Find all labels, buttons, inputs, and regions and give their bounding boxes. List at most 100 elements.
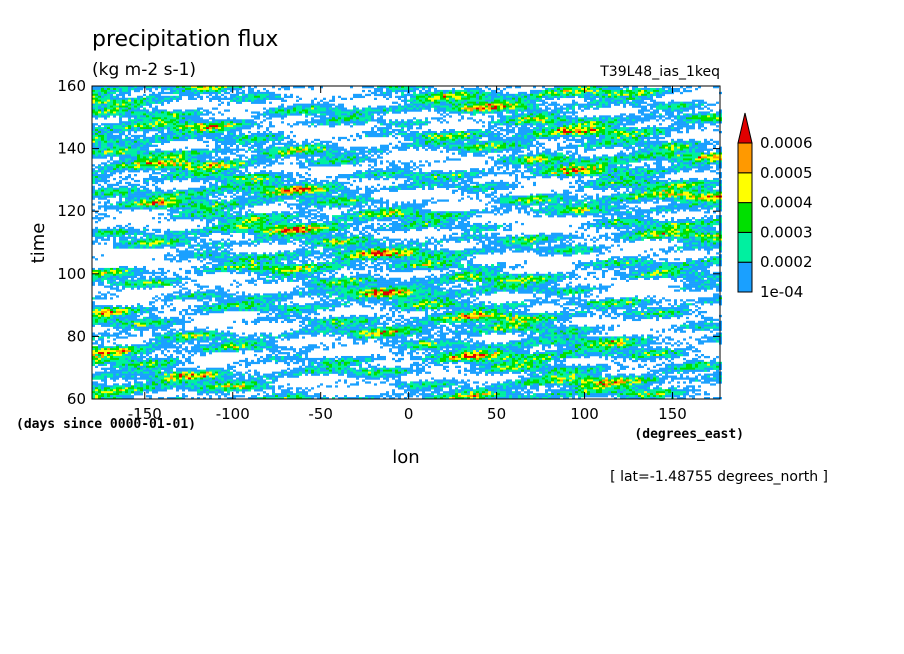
field-cell bbox=[251, 189, 263, 192]
field-cell bbox=[170, 170, 176, 173]
field-cell bbox=[464, 103, 467, 106]
field-cell bbox=[215, 185, 218, 189]
field-cell bbox=[704, 179, 710, 183]
field-cell bbox=[122, 95, 125, 99]
field-cell bbox=[356, 160, 359, 163]
field-cell bbox=[125, 201, 128, 204]
field-cell bbox=[122, 166, 125, 169]
field-cell bbox=[293, 195, 296, 198]
field-cell bbox=[443, 119, 446, 122]
field-cell bbox=[92, 138, 95, 142]
field-cell bbox=[221, 189, 224, 192]
field-cell bbox=[287, 109, 290, 112]
field-cell bbox=[308, 191, 314, 194]
field-cell bbox=[521, 115, 527, 118]
field-cell bbox=[188, 132, 194, 136]
field-cell bbox=[149, 158, 152, 161]
field-cell bbox=[446, 107, 452, 110]
field-cell bbox=[551, 129, 554, 132]
field-cell bbox=[179, 154, 182, 157]
field-cell bbox=[557, 113, 560, 116]
field-cell bbox=[224, 170, 230, 173]
field-cell bbox=[122, 103, 125, 106]
field-cell bbox=[320, 113, 326, 116]
field-cell bbox=[716, 172, 722, 175]
field-cell bbox=[98, 193, 101, 196]
field-cell bbox=[569, 181, 572, 185]
field-cell bbox=[143, 144, 158, 147]
field-cell bbox=[401, 142, 413, 145]
field-cell bbox=[206, 189, 209, 192]
field-cell bbox=[692, 99, 704, 102]
field-cell bbox=[542, 86, 545, 89]
field-cell bbox=[521, 156, 524, 159]
field-cell bbox=[251, 181, 254, 185]
field-cell bbox=[341, 117, 344, 120]
field-cell bbox=[461, 146, 464, 149]
field-cell bbox=[269, 170, 272, 173]
field-cell bbox=[182, 129, 185, 132]
field-cell bbox=[176, 87, 185, 91]
field-cell bbox=[566, 115, 572, 118]
field-cell bbox=[521, 142, 527, 145]
field-cell bbox=[164, 127, 167, 130]
field-cell bbox=[626, 97, 635, 100]
field-cell bbox=[338, 181, 350, 185]
field-cell bbox=[407, 121, 413, 124]
field-cell bbox=[449, 132, 452, 136]
field-cell bbox=[176, 158, 179, 161]
field-cell bbox=[224, 125, 227, 128]
field-cell bbox=[527, 156, 530, 159]
field-cell bbox=[140, 166, 155, 169]
field-cell bbox=[620, 164, 623, 167]
field-cell bbox=[110, 105, 113, 108]
field-cell bbox=[494, 150, 497, 153]
field-cell bbox=[449, 101, 452, 104]
field-cell bbox=[599, 197, 602, 200]
field-cell bbox=[560, 197, 563, 200]
field-cell bbox=[539, 91, 545, 95]
field-cell bbox=[167, 174, 173, 177]
field-cell bbox=[167, 101, 170, 104]
field-cell bbox=[287, 113, 290, 116]
field-cell bbox=[233, 117, 236, 120]
field-cell bbox=[194, 132, 200, 136]
field-cell bbox=[398, 105, 401, 108]
field-cell bbox=[482, 168, 485, 171]
field-cell bbox=[119, 160, 122, 163]
field-cell bbox=[119, 105, 128, 108]
field-cell bbox=[230, 144, 233, 147]
field-cell bbox=[470, 168, 479, 171]
field-cell bbox=[158, 119, 161, 122]
field-cell bbox=[626, 183, 629, 187]
field-cell bbox=[566, 156, 569, 159]
field-cell bbox=[158, 154, 161, 157]
field-cell bbox=[653, 170, 656, 173]
field-cell bbox=[326, 199, 329, 202]
field-cell bbox=[503, 121, 506, 124]
field-cell bbox=[113, 138, 116, 142]
field-cell bbox=[557, 164, 560, 167]
field-cell bbox=[698, 115, 701, 118]
field-cell bbox=[668, 160, 671, 163]
field-cell bbox=[98, 93, 101, 97]
field-cell bbox=[146, 201, 152, 204]
field-cell bbox=[239, 132, 245, 136]
field-cell bbox=[305, 152, 308, 155]
field-cell bbox=[416, 144, 422, 147]
field-cell bbox=[521, 97, 527, 100]
field-cell bbox=[470, 187, 482, 190]
field-cell bbox=[176, 115, 179, 118]
field-cell bbox=[626, 170, 629, 173]
field-cell bbox=[305, 148, 308, 151]
field-cell bbox=[590, 99, 593, 102]
field-cell bbox=[512, 187, 515, 190]
field-cell bbox=[332, 152, 344, 155]
field-cell bbox=[560, 93, 566, 97]
field-cell bbox=[494, 134, 497, 138]
field-cell bbox=[314, 181, 323, 185]
field-cell bbox=[656, 127, 659, 130]
field-cell bbox=[101, 138, 104, 142]
field-cell bbox=[629, 140, 638, 144]
field-cell bbox=[101, 130, 107, 134]
